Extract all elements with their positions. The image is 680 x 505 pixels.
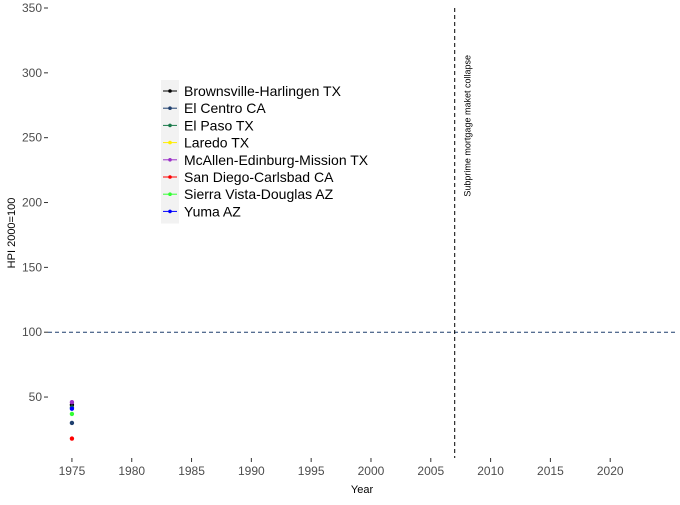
legend-label: El Paso TX (184, 117, 254, 133)
legend-key-point (168, 209, 172, 214)
x-tick-label: 2020 (597, 464, 624, 478)
data-point (69, 420, 75, 426)
y-tick-label: 200 (22, 196, 42, 210)
legend-label: El Centro CA (184, 100, 266, 116)
legend-key-point (168, 175, 172, 179)
axes-layer: 1975 1980 1985 1990 1995 2000 2005 2010 2015 2020… (22, 1, 624, 478)
x-tick-label: 2010 (477, 464, 504, 478)
x-tick-label: 1990 (238, 464, 265, 478)
y-tick-label: 250 (22, 131, 42, 145)
legend-key-background (161, 80, 179, 224)
legend-label: San Diego-Carlsbad CA (184, 169, 334, 185)
x-tick-label: 2015 (537, 464, 564, 478)
x-tick-label: 1995 (298, 464, 325, 478)
data-point (69, 406, 75, 411)
legend-key-point (168, 158, 172, 162)
data-point (69, 411, 75, 417)
data-point (69, 400, 75, 405)
y-tick-label: 100 (22, 325, 42, 339)
y-tick-label: 300 (22, 66, 42, 80)
x-tick-label: 2000 (358, 464, 385, 478)
y-tick-label: 150 (22, 260, 42, 274)
x-tick-label: 1985 (178, 464, 205, 478)
x-tick-label: 2005 (417, 464, 444, 478)
legend-label: Brownsville-Harlingen TX (184, 83, 342, 99)
y-axis-title: HPI 2000=100 (6, 198, 18, 269)
reference-lines-layer: Subprime mortgage maket collapse (48, 8, 676, 458)
legend-label: Laredo TX (184, 135, 250, 151)
x-tick-label: 1975 (59, 464, 86, 478)
y-tick-label: 350 (22, 1, 42, 15)
x-axis-title: Year (351, 484, 374, 496)
x-tick-label: 1980 (118, 464, 145, 478)
legend-key-point (168, 123, 172, 128)
legend-key-point (168, 192, 172, 196)
data-points-layer (69, 400, 75, 441)
legend-key-point (168, 140, 172, 145)
legend-label: McAllen-Edinburg-Mission TX (184, 152, 369, 168)
annotation-text: Subprime mortgage maket collapse (463, 55, 473, 197)
legend-label: Sierra Vista-Douglas AZ (184, 186, 334, 202)
legend-key-point (168, 106, 172, 110)
legend-label: Yuma AZ (184, 203, 241, 219)
data-point (69, 436, 75, 441)
legend-key-point (168, 89, 172, 93)
y-tick-label: 50 (29, 390, 43, 404)
